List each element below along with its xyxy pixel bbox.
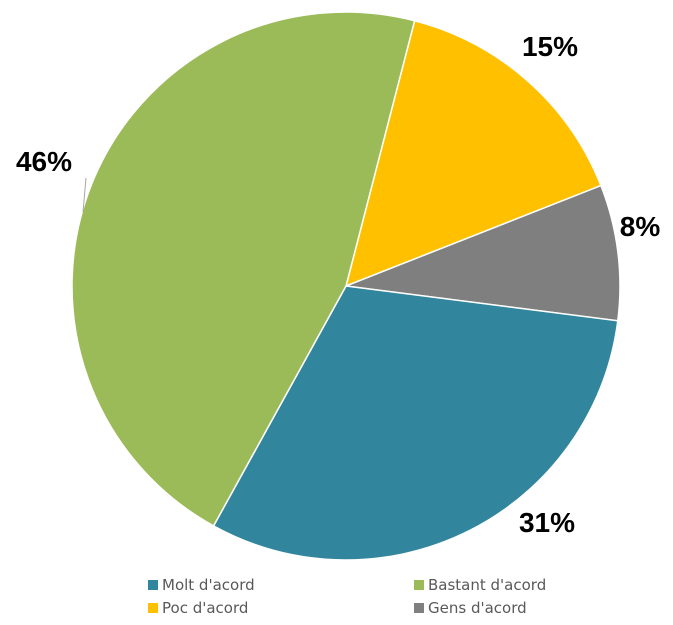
data-label-gens-d-acord: 8%: [620, 211, 661, 242]
legend-swatch-molt-d-acord: [148, 580, 158, 590]
legend-swatch-bastant-d-acord: [414, 580, 424, 590]
pie-slices: [71, 11, 621, 561]
legend-label-bastant-d-acord: Bastant d'acord: [428, 576, 546, 594]
legend-swatch-poc-d-acord: [148, 603, 158, 613]
legend: Molt d'acord Bastant d'acord Poc d'acord Ge…: [148, 576, 546, 617]
pie-slice-gens-d-acord: [345, 184, 621, 322]
legend-label-gens-d-acord: Gens d'acord: [428, 599, 527, 617]
legend-label-molt-d-acord: Molt d'acord: [162, 576, 255, 594]
pie-slice-bastant-d-acord: [71, 11, 416, 527]
data-labels: 15% 8% 31% 46%: [16, 31, 660, 538]
data-label-molt-d-acord: 31%: [519, 507, 575, 538]
legend-swatch-gens-d-acord: [414, 603, 424, 613]
legend-label-poc-d-acord: Poc d'acord: [162, 599, 248, 617]
leader-lines: [82, 177, 87, 213]
pie-slice-poc-d-acord: [344, 19, 602, 288]
data-label-bastant-d-acord: 46%: [16, 146, 72, 177]
leader-line: [82, 177, 87, 213]
data-label-poc-d-acord: 15%: [522, 31, 578, 62]
pie-slice-molt-d-acord: [212, 285, 619, 561]
